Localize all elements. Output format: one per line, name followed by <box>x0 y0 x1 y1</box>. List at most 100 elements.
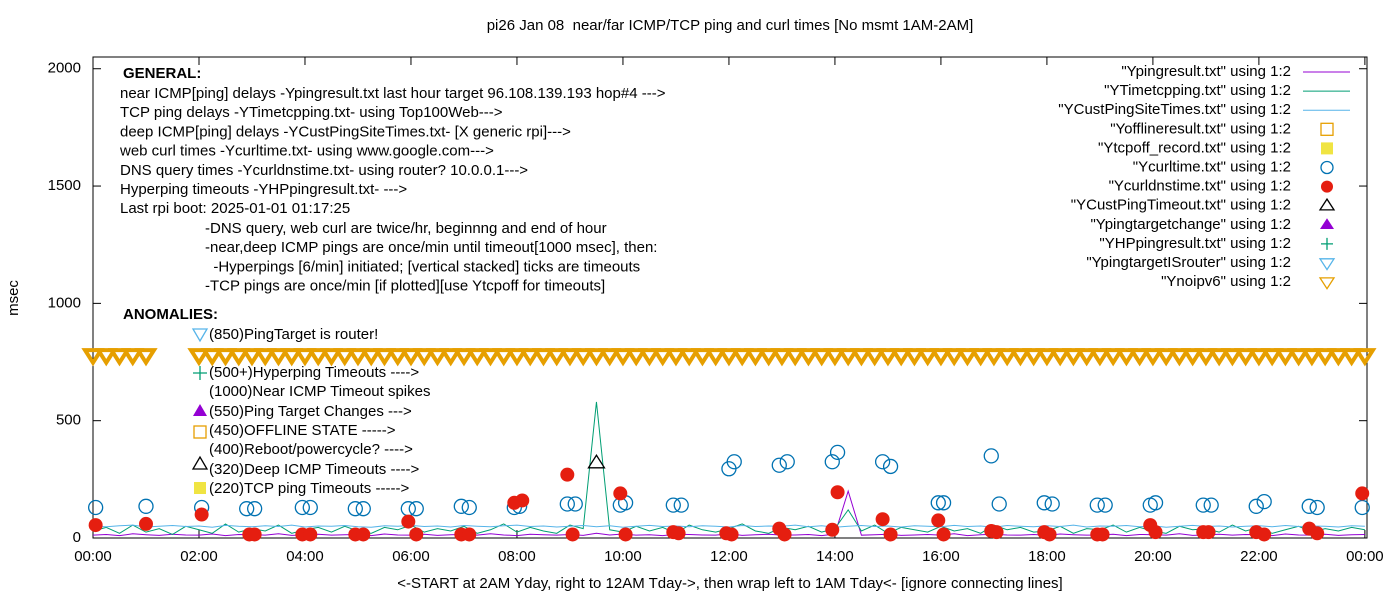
marker <box>227 348 251 367</box>
chart-title: pi26 Jan 08 near/far ICMP/TCP ping and c… <box>487 17 974 34</box>
marker <box>1207 348 1231 367</box>
marker <box>796 348 821 367</box>
marker <box>726 454 742 470</box>
marker <box>876 348 900 367</box>
annotations: GENERAL: near ICMP[ping] delays -Ypingres… <box>119 65 666 497</box>
marker <box>849 348 874 367</box>
anomaly-icon <box>194 482 206 494</box>
marker <box>240 348 264 367</box>
annotation: (550)Ping Target Changes ---> <box>209 403 412 420</box>
marker <box>1147 495 1164 511</box>
marker <box>558 348 582 367</box>
marker <box>935 495 952 511</box>
marker <box>439 348 463 367</box>
marker <box>810 348 834 367</box>
y-tick-label: 1500 <box>48 177 81 194</box>
marker <box>518 348 542 367</box>
annotation: DNS query times -Ycurldnstime.txt- using… <box>120 162 528 179</box>
annotation: (850)PingTarget is router! <box>209 326 378 343</box>
marker <box>1194 348 1218 367</box>
annotation: (320)Deep ICMP Timeouts ----> <box>209 461 419 478</box>
annotation-heading: ANOMALIES: <box>123 306 218 323</box>
annotation: deep ICMP[ping] delays -YCustPingSiteTim… <box>120 123 571 140</box>
marker <box>356 527 371 542</box>
marker <box>1088 348 1112 367</box>
marker <box>1089 497 1105 513</box>
x-tick-label: 20:00 <box>1134 548 1172 565</box>
marker <box>823 348 847 367</box>
marker <box>359 348 383 367</box>
marker <box>1022 348 1046 367</box>
legend-label: "YTimetcpping.txt" using 1:2 <box>1104 82 1291 99</box>
marker <box>929 348 953 367</box>
marker <box>1300 348 1324 367</box>
legend-swatch <box>1318 197 1336 211</box>
legend-swatch <box>1320 122 1334 136</box>
marker <box>889 348 913 367</box>
marker <box>969 348 993 367</box>
annotation: near ICMP[ping] delays -Ypingresult.txt … <box>120 85 666 102</box>
legend-swatch <box>1321 180 1333 193</box>
marker <box>995 348 1019 367</box>
marker <box>194 507 209 522</box>
x-tick-label: 00:00 <box>74 548 112 565</box>
marker <box>461 499 477 516</box>
annotation: TCP ping delays -YTimetcpping.txt- using… <box>120 104 503 121</box>
annotation-heading: GENERAL: <box>123 65 201 82</box>
marker <box>1035 348 1059 367</box>
y-tick-label: 2000 <box>48 60 81 77</box>
marker <box>107 348 132 367</box>
marker <box>829 444 846 461</box>
annotation: -TCP pings are once/min [if plotted][use… <box>205 278 605 295</box>
marker <box>637 348 662 367</box>
marker <box>989 525 1004 540</box>
marker <box>559 496 575 512</box>
marker <box>1095 527 1110 542</box>
marker <box>1167 348 1192 367</box>
marker <box>571 348 595 367</box>
marker <box>874 454 891 470</box>
marker <box>293 348 317 367</box>
marker <box>302 499 318 516</box>
marker <box>1061 348 1086 367</box>
x-tick-label: 08:00 <box>498 548 536 565</box>
marker <box>875 512 890 527</box>
marker <box>1048 348 1072 367</box>
marker <box>717 348 741 367</box>
marker <box>757 348 781 367</box>
marker <box>465 348 489 367</box>
marker <box>531 348 556 367</box>
marker <box>1260 348 1284 367</box>
marker <box>1220 348 1245 367</box>
marker <box>545 348 569 367</box>
legend-swatch <box>1318 277 1336 290</box>
marker <box>1247 348 1271 367</box>
marker <box>239 501 255 517</box>
marker <box>704 348 728 367</box>
marker <box>1195 497 1211 513</box>
legend-swatch <box>1320 160 1334 175</box>
marker <box>280 348 304 367</box>
marker <box>677 348 701 367</box>
marker <box>515 493 530 508</box>
marker <box>671 526 686 541</box>
marker <box>863 348 887 367</box>
marker <box>825 522 840 537</box>
marker <box>492 348 516 367</box>
marker <box>294 499 310 516</box>
marker <box>1101 348 1125 367</box>
legend-label: "Ypingresult.txt" using 1:2 <box>1121 63 1291 80</box>
marker <box>824 454 840 470</box>
marker <box>611 348 635 367</box>
marker <box>1148 525 1163 540</box>
marker <box>1354 499 1370 516</box>
marker <box>253 348 277 367</box>
annotation: web curl times -Ycurltime.txt- using www… <box>119 143 494 160</box>
x-axis-label: <-START at 2AM Yday, right to 12AM Tday-… <box>397 575 1062 592</box>
marker <box>1008 348 1033 367</box>
marker <box>1203 497 1219 513</box>
marker <box>1114 348 1139 367</box>
marker <box>1273 348 1298 367</box>
marker <box>955 348 980 367</box>
